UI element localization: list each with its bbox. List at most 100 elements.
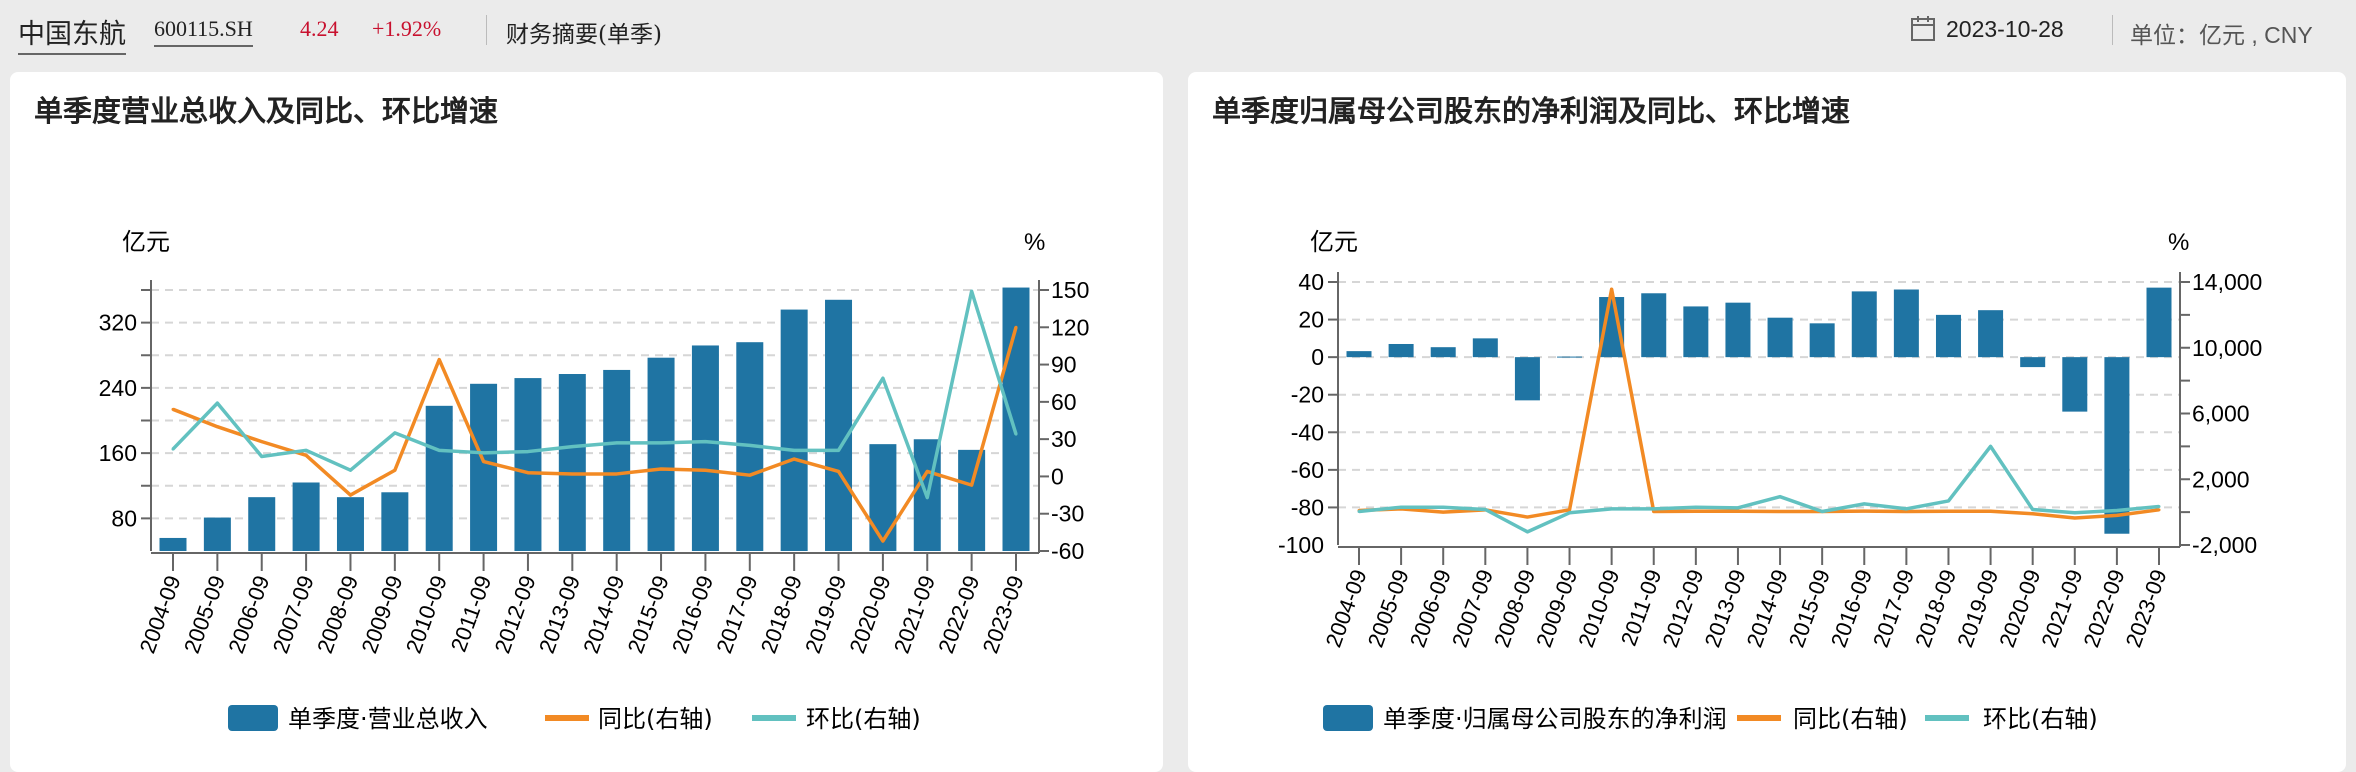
panel-title: 单季度归属母公司股东的净利润及同比、环比增速 [1212,94,1851,128]
qoq-point [837,448,841,452]
bar [825,299,853,551]
section-title: 财务摘要(单季) [506,22,662,48]
yoy-point [1736,509,1740,513]
left-axis-tick-label: 320 [99,310,137,336]
legend-label: 环比(右轴) [1983,705,2098,733]
date-value[interactable]: 2023-10-28 [1946,16,2064,42]
bar [1346,351,1372,358]
qoq-point [1014,432,1018,436]
yoy-point [2031,512,2035,516]
legend-swatch-qoq [1925,715,1969,721]
qoq-point [2031,507,2035,511]
yoy-point [881,539,885,543]
qoq-point [2073,511,2077,515]
legend: 单季度·归属母公司股东的净利润 同比(右轴) 环比(右轴) [1323,705,2098,733]
qoq-point [1946,499,1950,503]
right-axis-unit: % [2168,229,2189,256]
stock-change: +1.92% [372,16,442,41]
left-axis-tick-label: 40 [1298,269,1324,295]
calendar-icon[interactable] [1910,14,1936,42]
legend-swatch-yoy [1737,715,1781,721]
qoq-point [1989,444,1993,448]
left-axis-tick-label: 240 [99,375,137,401]
qoq-point [1736,506,1740,510]
bar [2020,357,2046,368]
net-profit-panel: 单季度归属母公司股东的净利润及同比、环比增速 [1188,72,2346,772]
qoq-point [437,448,441,452]
yoy-point [1441,510,1445,514]
yoy-point [482,460,486,464]
panel-title: 单季度营业总收入及同比、环比增速 [34,94,499,128]
yoy-point [1568,508,1572,512]
left-axis-tick-label: -40 [1291,419,1324,445]
right-axis-tick-label: 10,000 [2192,335,2262,361]
yoy-point [792,457,796,461]
yoy-point [1652,509,1656,513]
bar [1893,289,1919,358]
stock-code[interactable]: 600115.SH [154,16,253,47]
qoq-point [615,441,619,445]
bar [1514,357,1540,401]
qoq-point [1904,507,1908,511]
qoq-point [1525,530,1529,534]
yoy-point [925,469,929,473]
yoy-point [1989,509,1993,513]
yoy-point [2073,516,2077,520]
right-axis-tick-label: -2,000 [2192,532,2257,558]
yoy-point [1778,509,1782,513]
yoy-point [393,468,397,472]
yoy-line [172,326,1018,543]
divider [486,15,487,45]
yoy-point [1610,287,1614,291]
qoq-point [2115,508,2119,512]
qoq-point [1610,507,1614,511]
left-axis-tick-label: 80 [111,505,137,531]
right-axis-tick-label: 6,000 [2192,401,2250,427]
bar [780,309,808,551]
yoy-point [748,473,752,477]
bar [248,497,276,551]
bar [869,444,897,551]
qoq-point [925,496,929,500]
qoq-point [1568,511,1572,515]
bar [1430,347,1456,358]
yoy-point [348,493,352,497]
left-axis-tick-label: -80 [1291,494,1324,520]
qoq-point [1820,509,1824,513]
yoy-point [1904,509,1908,513]
yoy-point [1862,509,1866,513]
legend-label: 单季度·营业总收入 [288,705,488,733]
bar [1641,293,1667,358]
bar [1557,356,1583,358]
legend-swatch-bar [1323,705,1373,731]
bar [691,345,719,551]
qoq-point [1441,505,1445,509]
qoq-point [970,289,974,293]
right-axis-unit: % [1024,229,1045,256]
qoq-point [348,468,352,472]
left-axis-tick-label: -20 [1291,382,1324,408]
qoq-point [1778,495,1782,499]
qoq-point [171,447,175,451]
stock-name[interactable]: 中国东航 [18,12,126,55]
right-axis-tick-label: 14,000 [2192,269,2262,295]
right-axis-tick-label: -30 [1051,501,1084,527]
legend-label: 环比(右轴) [806,705,921,733]
qoq-point [1652,507,1656,511]
yoy-line [1358,287,2160,520]
bar [1978,310,2004,358]
bar [159,537,187,551]
yoy-point [1014,325,1018,329]
bar [1851,291,1877,358]
yoy-point [570,472,574,476]
left-axis-tick-label: 160 [99,440,137,466]
yoy-point [304,453,308,457]
qoq-point [748,443,752,447]
left-axis-tick-label: 0 [1311,344,1324,370]
legend-swatch-bar [228,705,278,731]
yoy-point [2157,508,2161,512]
yoy-point [437,358,441,362]
bar [2146,287,2172,358]
